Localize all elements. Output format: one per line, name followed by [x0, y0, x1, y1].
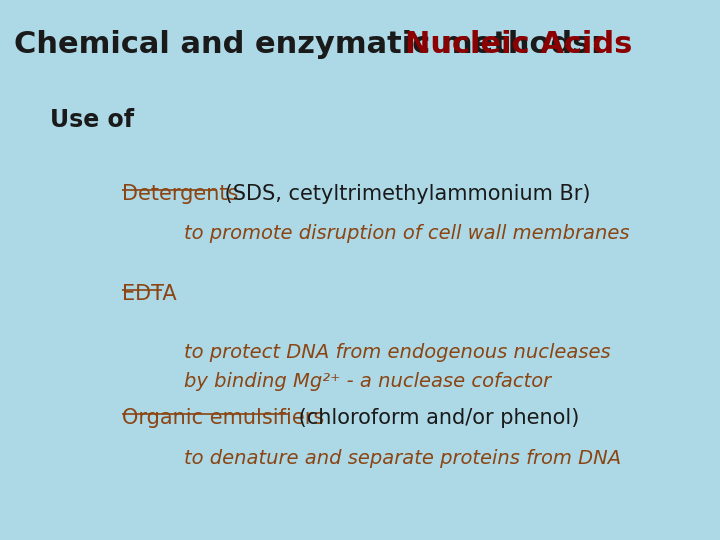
Text: to protect DNA from endogenous nucleases
by binding Mg²⁺ - a nuclease cofactor: to protect DNA from endogenous nucleases…	[184, 343, 611, 390]
Text: (chloroform and/or phenol): (chloroform and/or phenol)	[292, 408, 579, 428]
Text: to promote disruption of cell wall membranes: to promote disruption of cell wall membr…	[184, 224, 629, 243]
Text: Use of: Use of	[50, 108, 135, 132]
Text: to denature and separate proteins from DNA: to denature and separate proteins from D…	[184, 449, 621, 468]
Text: Organic emulsifiers: Organic emulsifiers	[122, 408, 325, 428]
Text: Detergents: Detergents	[122, 184, 239, 204]
Text: (SDS, cetyltrimethylammonium Br): (SDS, cetyltrimethylammonium Br)	[218, 184, 590, 204]
Text: Chemical and enzymatic methods:: Chemical and enzymatic methods:	[14, 30, 613, 59]
Text: EDTA: EDTA	[122, 284, 177, 303]
Text: Nucleic Acids: Nucleic Acids	[405, 30, 633, 59]
